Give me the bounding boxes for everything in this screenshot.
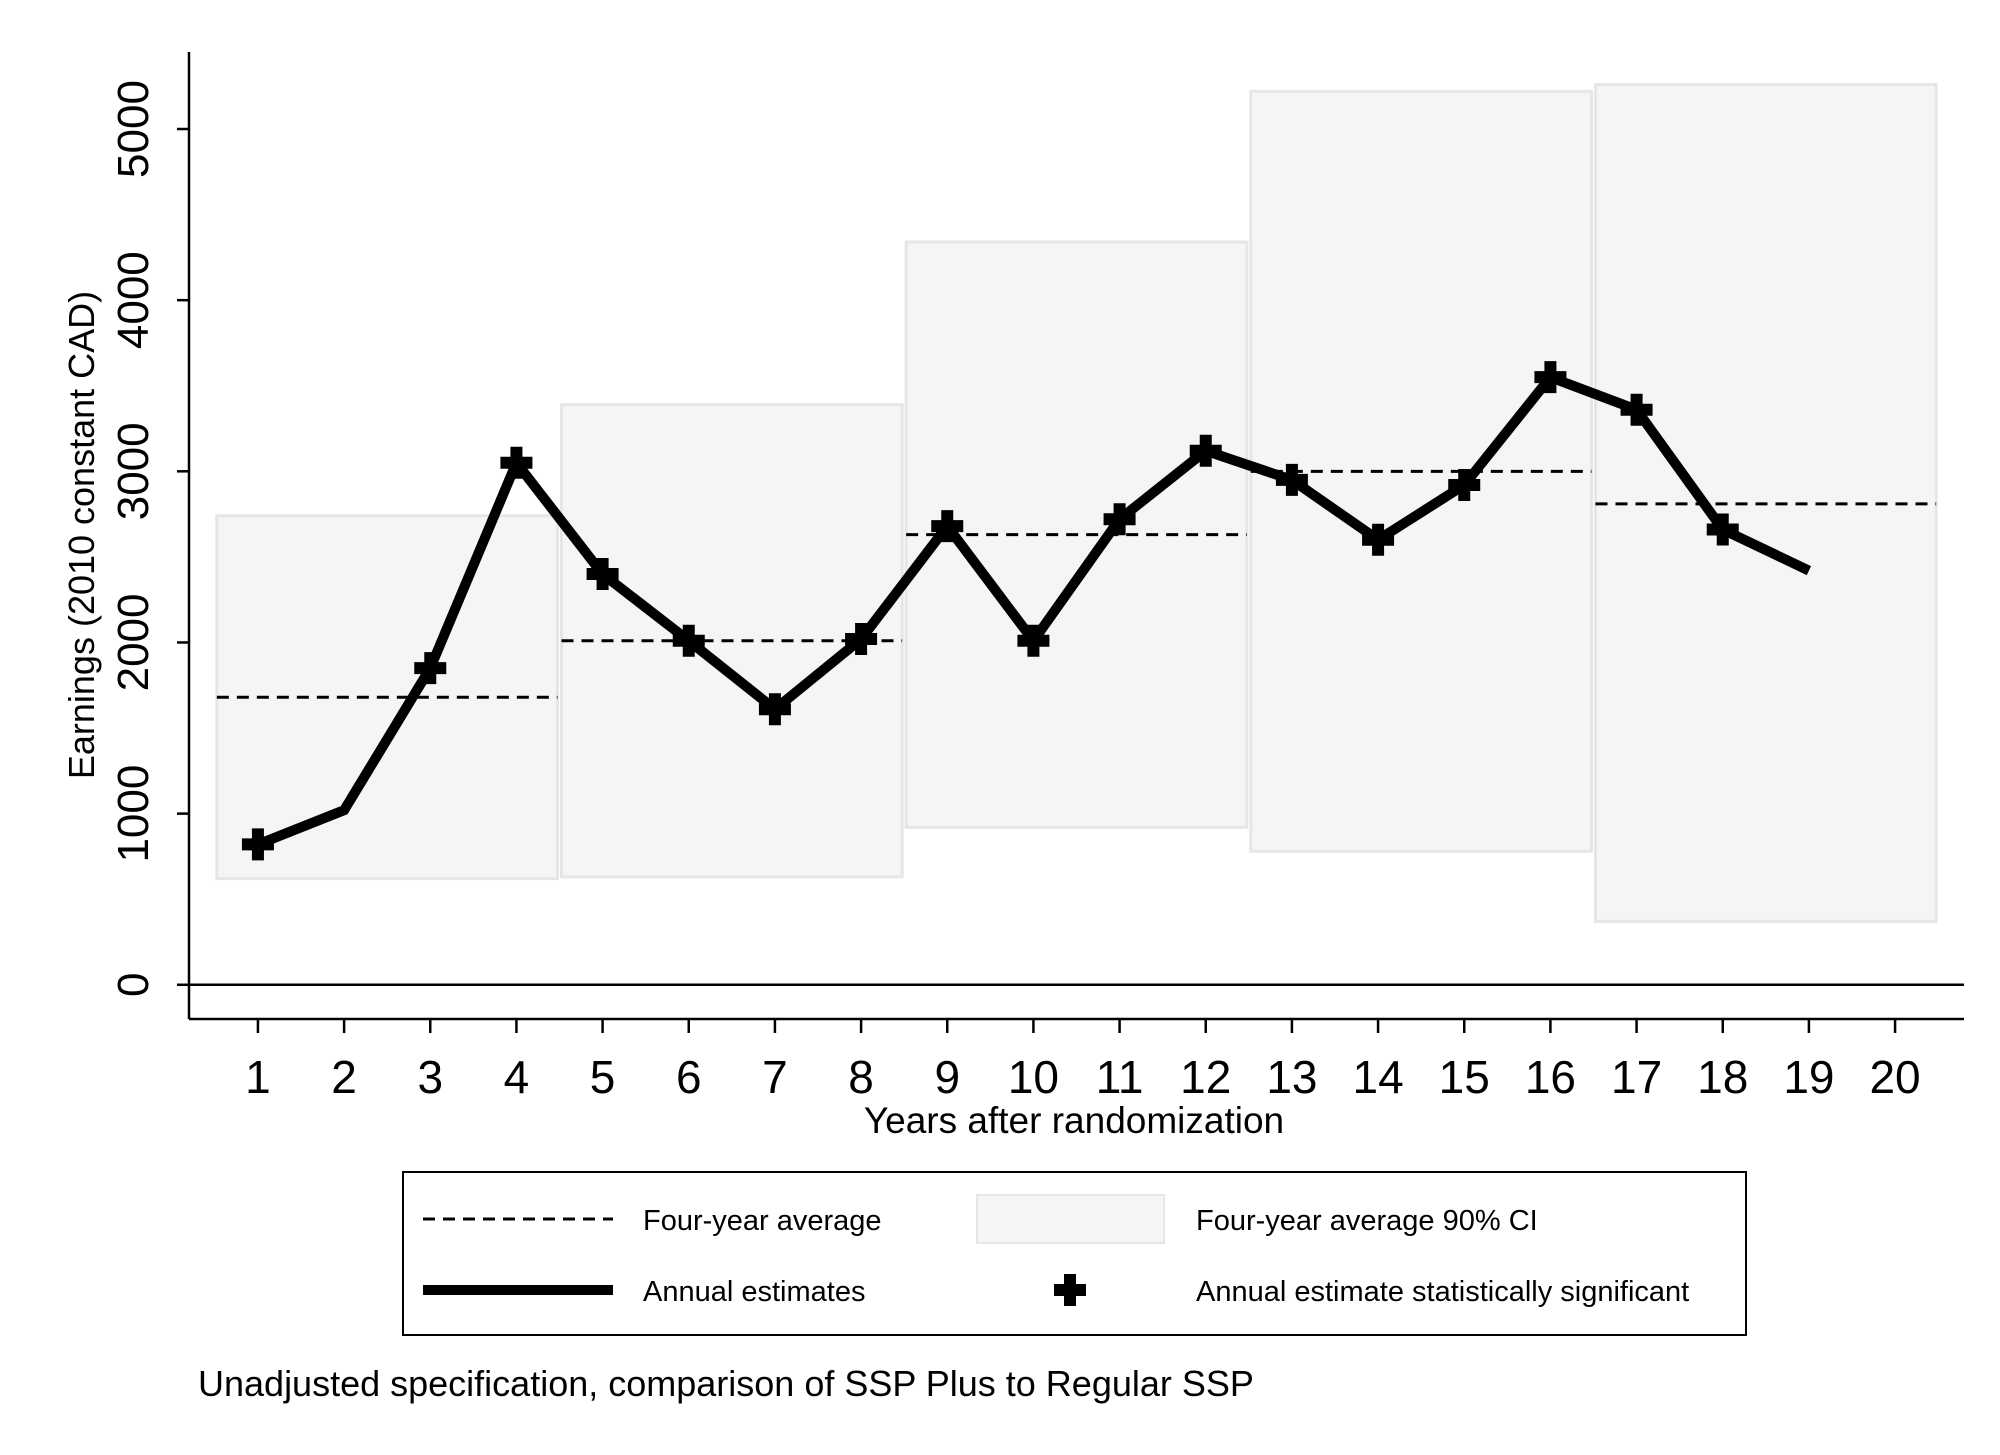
y-tick-label-0: 0 [109,973,158,997]
legend: Four-year average Four-year average 90% … [402,1171,1747,1336]
y-tick-label-4000: 4000 [109,251,158,349]
x-tick-label-4: 4 [504,1051,530,1103]
x-axis-label: Years after randomization [864,1100,1284,1141]
x-tick-label-7: 7 [762,1051,788,1103]
plus-marker-year-10 [1017,624,1050,657]
x-tick-label-20: 20 [1869,1051,1920,1103]
x-tick-label-12: 12 [1180,1051,1231,1103]
x-tick-label-1: 1 [245,1051,271,1103]
x-tick-label-3: 3 [417,1051,443,1103]
x-tick-label-14: 14 [1352,1051,1403,1103]
y-tick-label-5000: 5000 [109,80,158,178]
plus-marker-year-12 [1189,434,1222,467]
chart-note: Unadjusted specification, comparison of … [198,1363,1254,1404]
plus-marker-year-6 [672,624,705,657]
x-tick-label-16: 16 [1525,1051,1576,1103]
plus-marker-year-3 [414,652,447,685]
legend-ci-swatch [976,1194,1165,1244]
x-tick-label-19: 19 [1783,1051,1834,1103]
plus-marker-year-16 [1534,361,1567,394]
plus-marker-year-7 [758,693,791,726]
x-tick-label-18: 18 [1697,1051,1748,1103]
plus-marker-year-17 [1620,393,1653,426]
y-tick-label-1000: 1000 [109,765,158,863]
x-tick-label-11: 11 [1096,1051,1144,1103]
plus-marker-year-13 [1275,463,1308,496]
plus-marker-year-18 [1706,513,1739,546]
y-tick-label-3000: 3000 [109,422,158,520]
significance-markers [241,361,1739,861]
y-tick-label-2000: 2000 [109,594,158,692]
plus-marker-year-8 [845,623,878,656]
axes [177,52,1964,1033]
plus-marker-year-11 [1103,503,1136,536]
plus-marker-year-15 [1448,469,1481,502]
x-tick-label-2: 2 [331,1051,357,1103]
plus-marker-year-5 [586,558,619,591]
legend-label-significant: Annual estimate statistically significan… [1196,1276,1689,1308]
plus-marker-year-4 [500,446,533,479]
x-tick-label-10: 10 [1008,1051,1059,1103]
x-tick-label-9: 9 [934,1051,960,1103]
y-axis-label: Earnings (2010 constant CAD) [61,291,102,779]
plus-marker-year-9 [931,510,964,543]
x-tick-label-17: 17 [1611,1051,1662,1103]
x-tick-label-5: 5 [590,1051,616,1103]
plus-marker-year-14 [1362,523,1395,556]
legend-plus-marker [1054,1274,1086,1306]
plus-marker-year-1 [241,828,274,861]
x-tick-label-13: 13 [1266,1051,1317,1103]
legend-label-average: Four-year average [643,1205,882,1237]
legend-label-ci: Four-year average 90% CI [1196,1205,1538,1237]
x-tick-label-15: 15 [1439,1051,1490,1103]
x-tick-label-8: 8 [848,1051,874,1103]
legend-label-annual: Annual estimates [643,1276,865,1308]
x-tick-label-6: 6 [676,1051,702,1103]
